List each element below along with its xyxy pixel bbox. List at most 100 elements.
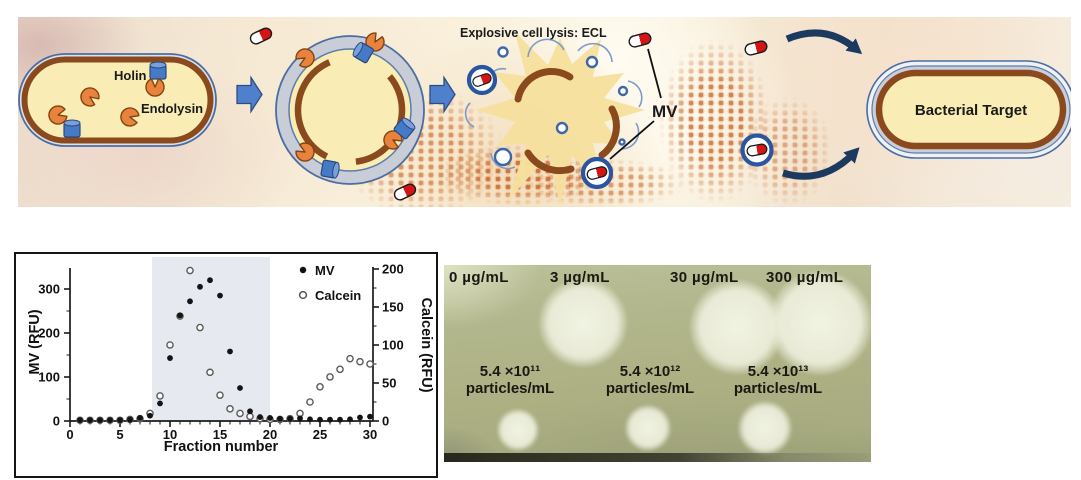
particle-count-label: 5.4 ×10¹¹ particles/mL [454, 363, 566, 397]
concentration-label: 30 µg/mL [670, 269, 739, 286]
mv-data-point [197, 283, 203, 290]
x-tick-label: 15 [213, 427, 227, 442]
ecl-mechanism-banner: Holin Endolysin [18, 17, 1071, 207]
mv-data-point [227, 348, 233, 355]
particle-count-value: 5.4 ×10¹³ [747, 363, 809, 380]
delivery-arrow-icon [781, 147, 860, 180]
legend-calcein-marker [298, 290, 308, 300]
mv-data-point [347, 416, 353, 423]
plate-edge-shadow [444, 453, 871, 462]
membrane-fragment-arcs [464, 38, 643, 170]
mv-data-point [157, 400, 163, 407]
x-tick-label: 30 [363, 427, 377, 442]
mv-calcein-scatter-chart: 0 5 10 15 20 25 300100200300050100150200Fracti… [27, 257, 434, 455]
mv-data-point [127, 416, 133, 423]
mv-data-point [247, 408, 253, 415]
mv-with-capsule [466, 64, 498, 96]
holin-label: Holin [114, 68, 147, 83]
peptidoglycan-fragment [524, 149, 575, 175]
calcein-data-point [156, 392, 164, 400]
left-tick-label: 300 [38, 282, 60, 297]
mv-callout-label: MV [652, 102, 678, 121]
calcein-data-point [166, 341, 174, 349]
mv-with-capsule [580, 156, 614, 190]
mv-data-point [217, 292, 223, 299]
mv-data-point [287, 415, 293, 422]
mv-data-point [77, 417, 83, 424]
calcein-data-point [246, 412, 254, 421]
mv-data-point [177, 312, 183, 319]
legend-mv-label: MV [315, 263, 335, 278]
drug-capsule-icon [627, 31, 653, 49]
cell-lysis-burst: Explosive cell lysis: ECL [460, 26, 645, 205]
concentration-label: 300 µg/mL [766, 269, 844, 286]
clearing-zone [768, 271, 871, 375]
drug-capsule-icon [392, 181, 418, 203]
x-axis-title: Fraction number [164, 439, 279, 455]
mv-data-point [307, 416, 313, 423]
calcein-data-point [206, 368, 214, 377]
clearing-zone [539, 279, 627, 367]
mv-data-point [207, 277, 213, 284]
calcein-data-point [356, 357, 364, 366]
particle-count-value: 5.4 ×10¹² [619, 363, 681, 380]
mv-data-point [97, 417, 103, 424]
right-tick-label: 200 [382, 262, 404, 277]
mv-data-point [327, 416, 333, 423]
starburst-icon [476, 32, 645, 205]
background-speckle-texture [656, 35, 774, 207]
mv-data-point [277, 415, 283, 422]
membrane-vesicles [475, 46, 629, 167]
concentration-label: 3 µg/mL [550, 269, 610, 286]
calcein-data-point [326, 373, 334, 381]
clearing-zone [497, 409, 539, 451]
particle-count-unit: particles/mL [733, 380, 823, 397]
mv-data-point [137, 415, 143, 421]
mv-data-point [317, 416, 323, 423]
ecl-title-label: Explosive cell lysis: ECL [460, 26, 607, 40]
step-arrow-icon [236, 75, 263, 114]
right-tick-label: 150 [382, 300, 404, 315]
mv-with-capsule [740, 133, 774, 167]
calcein-data-point [196, 323, 204, 332]
endolysin-label: Endolysin [141, 101, 203, 116]
mv-data-point [117, 417, 123, 424]
calcein-data-point [366, 360, 374, 368]
concentration-label: 0 µg/mL [449, 269, 509, 286]
drug-capsule-icon [743, 39, 769, 57]
left-axis-title: MV (RFU) [27, 309, 43, 374]
left-tick-label: 0 [53, 414, 60, 429]
right-axis-title: Calcein (RFU) [418, 297, 434, 392]
bacterial-target-cell: Bacterial Target [866, 60, 1071, 159]
fractionation-chart-panel: 0 5 10 15 20 25 30 0 100 200 300 0 50 100 150 200 Fracti… [14, 252, 438, 478]
calcein-data-point [216, 391, 224, 399]
degraded-peptidoglycan-arcs [294, 54, 406, 166]
particle-count-label: 5.4 ×10¹² particles/mL [594, 363, 706, 397]
holin-protein-icon [63, 119, 81, 138]
clearing-zone [625, 405, 671, 451]
bacterial-target-label: Bacterial Target [915, 102, 1027, 119]
step-arrow-icon [429, 75, 456, 114]
agar-plate-photo: 0 µg/mL 3 µg/mL 30 µg/mL 300 µg/mL 5.4 ×… [444, 265, 871, 462]
x-tick-label: 25 [313, 427, 327, 442]
mv-data-point [187, 298, 193, 305]
x-tick-label: 5 [116, 427, 123, 442]
producer-cell: Holin Endolysin [18, 53, 217, 147]
mv-data-point [107, 417, 113, 424]
mv-pointer-line [609, 120, 655, 160]
mv-data-point [267, 415, 273, 421]
calcein-data-point [316, 382, 324, 391]
calcein-data-point [186, 266, 194, 275]
holin-protein-icon [149, 61, 167, 80]
mv-data-point [237, 385, 243, 391]
particle-count-unit: particles/mL [465, 380, 555, 397]
calcein-data-point [236, 409, 244, 418]
x-tick-label: 10 [163, 427, 177, 442]
peak-fraction-band [152, 257, 270, 421]
calcein-data-point [226, 405, 234, 413]
x-tick-label: 20 [263, 427, 277, 442]
legend-calcein-label: Calcein [315, 288, 361, 303]
rounded-cell [275, 29, 425, 185]
ecl-diagram: Holin Endolysin [18, 25, 1071, 205]
